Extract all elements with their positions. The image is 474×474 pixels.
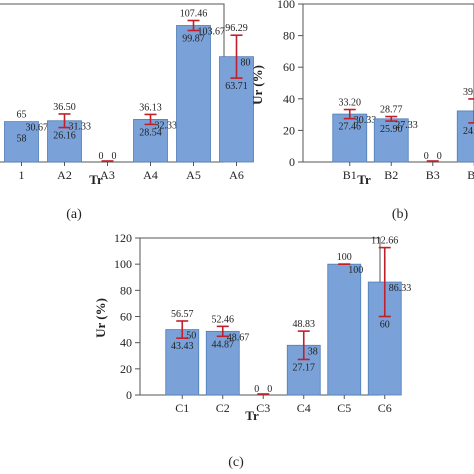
data-label-zero: 0	[99, 151, 104, 162]
data-label-value: 31.33	[69, 122, 92, 133]
x-tick-label: 1	[19, 168, 25, 182]
x-tick-label: C2	[216, 401, 230, 415]
panel-label: (c)	[228, 455, 244, 470]
x-axis-label: Tr	[245, 408, 259, 423]
x-tick-label: C5	[337, 401, 351, 415]
data-label-value: 0	[112, 151, 117, 162]
data-label-value: 100	[348, 265, 363, 276]
y-axis-label: Ur (%)	[250, 65, 265, 105]
x-axis-label: Tr	[89, 172, 103, 187]
data-label-low: 99.87	[182, 34, 205, 45]
data-label-high: 100	[337, 252, 352, 263]
y-axis-label: Ur (%)	[93, 298, 108, 338]
data-label-value: 30.67	[26, 123, 49, 134]
data-label-low: 24.74	[463, 126, 474, 137]
x-tick-label: C4	[297, 401, 311, 415]
x-tick-label: A2	[57, 168, 72, 182]
bar	[332, 113, 368, 163]
data-label-value: 27.33	[395, 120, 418, 131]
y-tick-label: 0	[289, 155, 295, 169]
y-tick-label: 100	[114, 257, 132, 271]
data-label-high: 36.13	[139, 102, 162, 113]
data-label-high: 36.50	[53, 102, 76, 113]
data-label-high: 65	[17, 110, 27, 121]
y-tick-label: 20	[120, 362, 132, 376]
data-label-zero: 0	[424, 151, 429, 162]
data-label-zero: 0	[254, 384, 259, 395]
x-tick-label: B3	[426, 168, 440, 182]
data-label-low: 26.16	[53, 131, 76, 142]
data-label-low: 27.46	[339, 122, 362, 133]
data-label-low: 28.54	[139, 127, 162, 138]
y-tick-label: 100	[277, 0, 295, 11]
data-label-high: 33.20	[339, 98, 362, 109]
x-tick-label: C6	[378, 401, 392, 415]
data-label-low: 60	[380, 320, 390, 331]
data-label-value: 86.33	[389, 283, 412, 294]
data-label-value: 0	[437, 151, 442, 162]
bar	[176, 25, 211, 163]
bar	[165, 329, 200, 396]
data-label-value: 38	[308, 346, 318, 357]
y-tick-label: 80	[283, 29, 295, 43]
data-label-value: 32.33	[155, 120, 178, 131]
data-label-low: 43.43	[171, 341, 194, 352]
data-label-low: 25.90	[380, 124, 403, 135]
data-label-high: 39.92	[463, 87, 474, 98]
y-tick-label: 60	[283, 60, 295, 74]
data-label-high: 107.46	[180, 9, 208, 20]
y-tick-label: 40	[120, 336, 132, 350]
data-label-value: 48.67	[227, 332, 250, 343]
x-tick-label: A6	[229, 168, 244, 182]
x-tick-label: B2	[384, 168, 398, 182]
data-label-value: 30.33	[354, 115, 377, 126]
x-axis-label: Tr	[357, 172, 371, 187]
data-label-high: 112.66	[371, 236, 398, 247]
y-tick-label: 0	[126, 388, 132, 402]
data-label-value: 50	[186, 331, 196, 342]
data-label-low: 44.87	[212, 339, 235, 350]
x-tick-label: B4	[467, 168, 474, 182]
data-label-high: 56.57	[171, 309, 194, 320]
y-tick-label: 60	[120, 310, 132, 324]
data-label-high: 28.77	[380, 105, 403, 116]
panel-label: (a)	[66, 207, 82, 222]
y-tick-label: 120	[114, 231, 132, 245]
panel-label: (b)	[392, 207, 409, 222]
data-label-value: 103.67	[198, 27, 226, 38]
data-label-low: 27.17	[293, 362, 316, 373]
x-tick-label: A3	[100, 168, 115, 182]
data-label-high: 52.46	[212, 314, 235, 325]
x-tick-label: A4	[143, 168, 158, 182]
data-label-high: 96.29	[225, 23, 248, 34]
y-tick-label: 80	[120, 283, 132, 297]
bar	[327, 263, 362, 396]
data-label-value: 0	[267, 384, 272, 395]
data-label-high: 48.83	[293, 319, 316, 330]
y-tick-label: 40	[283, 92, 295, 106]
data-label-value: 80	[241, 58, 251, 69]
bar	[205, 330, 240, 396]
data-label-low: 63.71	[225, 81, 248, 92]
x-tick-label: B1	[343, 168, 357, 182]
x-tick-label: A5	[186, 168, 201, 182]
data-label-low: 58	[17, 134, 27, 145]
y-tick-label: 20	[283, 123, 295, 137]
x-tick-label: C1	[175, 401, 189, 415]
x-tick-label: C3	[256, 401, 270, 415]
